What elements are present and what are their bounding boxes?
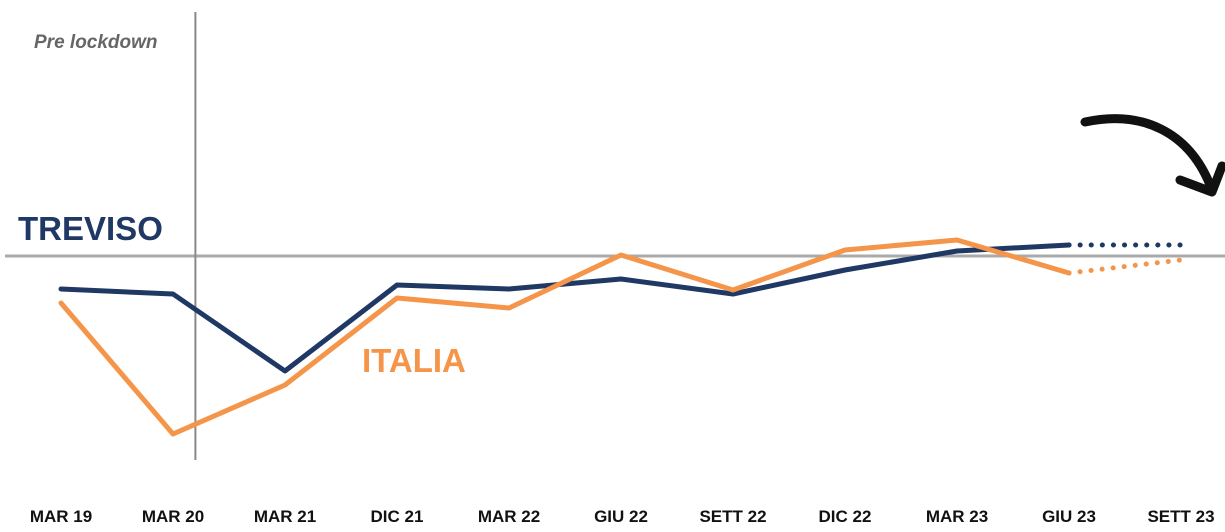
series-label: TREVISO: [18, 210, 163, 247]
x-tick-label: MAR 21: [254, 507, 316, 526]
series-line: [58, 237, 1072, 437]
x-tick-label: MAR 22: [478, 507, 540, 526]
arrow-decoration: [1080, 114, 1217, 195]
x-tick-label: GIU 22: [594, 507, 648, 526]
series-label: ITALIA: [362, 342, 466, 379]
arrow-head: [1175, 161, 1225, 197]
series-projection: [1066, 257, 1184, 276]
x-tick-label: DIC 21: [371, 507, 424, 526]
x-tick-label: GIU 23: [1042, 507, 1096, 526]
x-tick-label: MAR 23: [926, 507, 988, 526]
divider-label: Pre lockdown: [34, 32, 158, 53]
x-tick-label: SETT 22: [699, 507, 766, 526]
x-tick-label: SETT 23: [1147, 507, 1214, 526]
x-tick-label: MAR 19: [30, 507, 92, 526]
series-line: [58, 242, 1072, 374]
x-tick-label: MAR 20: [142, 507, 204, 526]
x-tick-label: DIC 22: [819, 507, 872, 526]
